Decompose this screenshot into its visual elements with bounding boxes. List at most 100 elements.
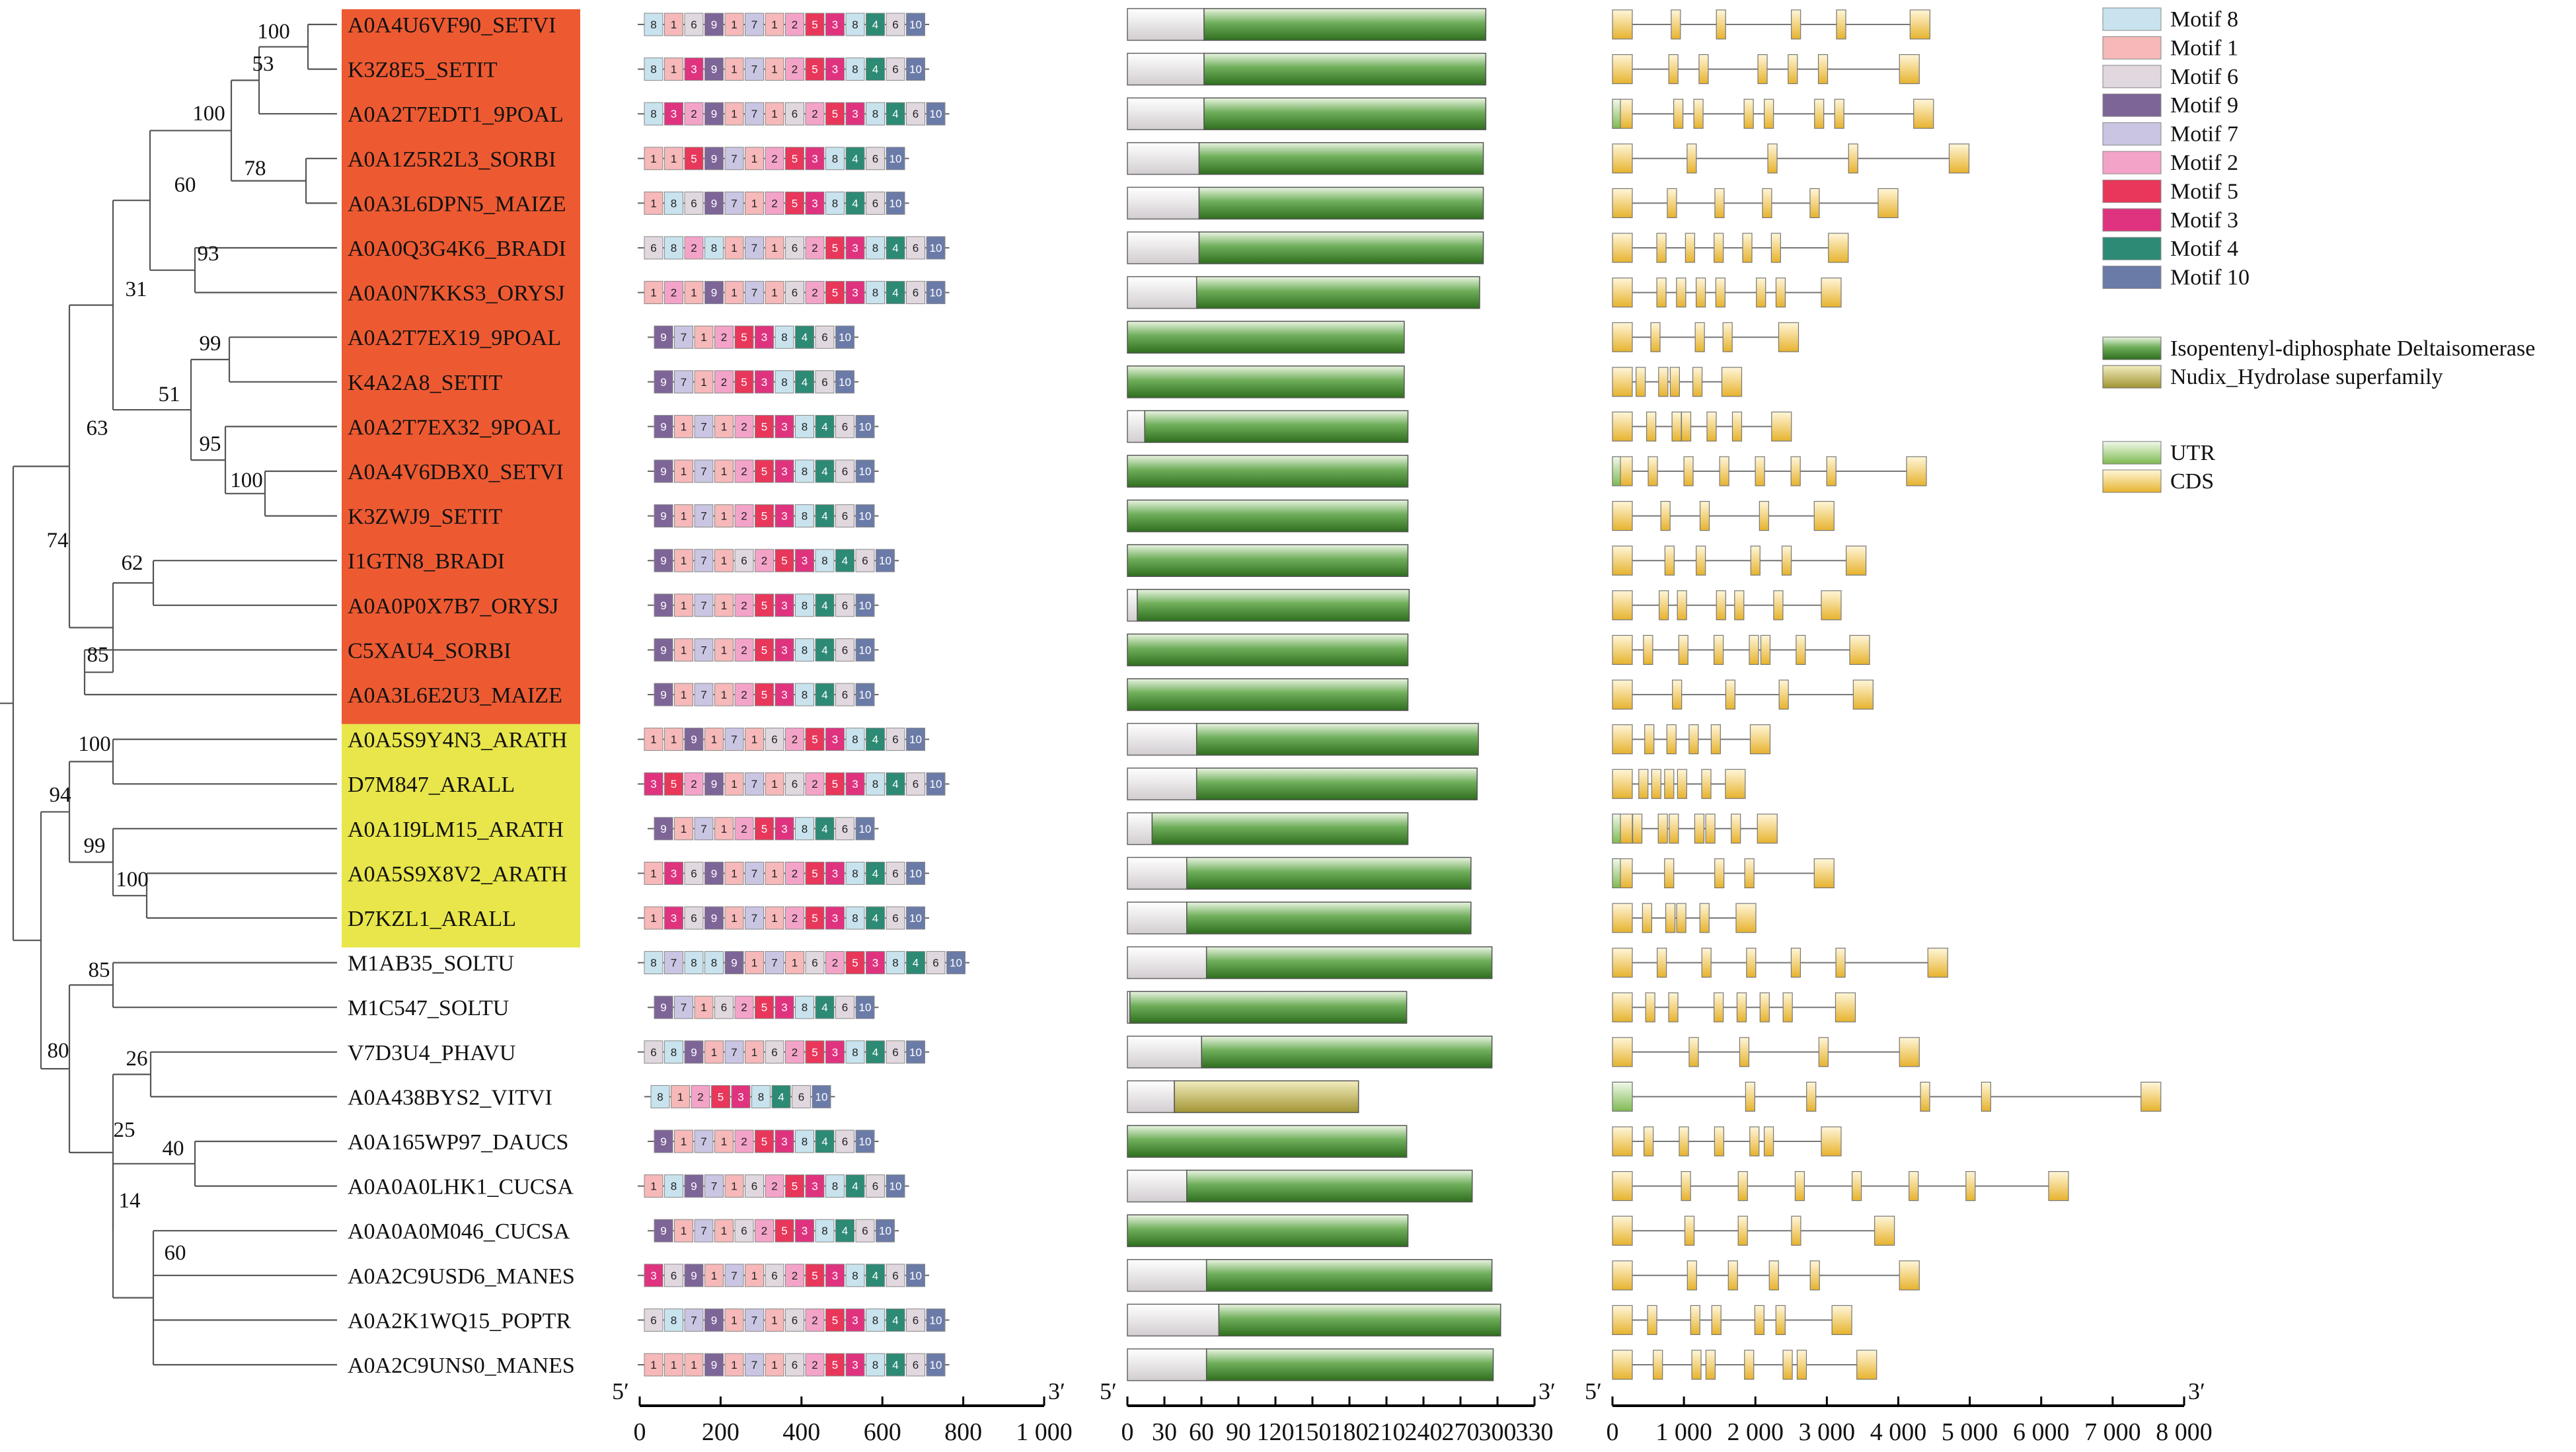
motif-box-6 [644, 236, 663, 260]
motif-label: 8 [852, 867, 858, 880]
motif-box-6 [835, 459, 854, 483]
group2-highlight [342, 724, 580, 948]
cds-exon [1714, 992, 1724, 1022]
cds-exon [1710, 724, 1721, 755]
motif-box-2 [734, 504, 754, 528]
utr-block [1612, 98, 1621, 129]
motif-label: 6 [741, 1225, 747, 1237]
legend-label-domain: Nudix_Hydrolase superfamily [2170, 365, 2443, 389]
cds-exon [1612, 903, 1633, 933]
motif-box-10 [926, 772, 946, 796]
motif-box-8 [644, 102, 663, 126]
motif-box-7 [724, 1264, 744, 1287]
motif-box-7 [745, 1308, 764, 1332]
motif-box-3 [845, 236, 865, 260]
motif-label: 6 [892, 19, 898, 31]
cds-exon [1849, 634, 1870, 666]
motif-box-8 [795, 504, 814, 528]
motif-box-8 [845, 906, 865, 930]
motif-label: 9 [660, 510, 666, 523]
cds-exon [1739, 1037, 1750, 1067]
cds-exon [1835, 992, 1856, 1022]
motif-label: 1 [751, 197, 757, 210]
motif-box-10 [926, 1308, 946, 1332]
cds-exon [1722, 322, 1733, 352]
protein-row [1127, 767, 1478, 800]
cds-exon [1734, 590, 1745, 621]
motif-label: 5 [761, 1135, 767, 1148]
motif-box-4 [815, 995, 835, 1019]
motif-row: 9 1 7 1 2 5 3 8 4 6 10 [648, 638, 879, 662]
motif-label: 6 [892, 1046, 898, 1059]
cds-exon [1813, 500, 1835, 531]
cds-exon [1647, 1305, 1657, 1336]
cds-exon [1725, 769, 1746, 799]
motif-box-6 [785, 236, 804, 260]
motif-box-6 [684, 191, 704, 215]
protein-n-terminal [1127, 8, 1205, 41]
motif-label: 3 [781, 510, 787, 523]
motif-box-2 [785, 861, 804, 885]
motif-box-4 [835, 549, 854, 572]
motif-label: 6 [842, 599, 848, 612]
motif-box-1 [745, 951, 764, 975]
cds-exon [1736, 992, 1747, 1022]
taxon-label: A0A2T7EDT1_9POAL [348, 102, 564, 127]
motif-box-5 [825, 1308, 845, 1332]
motif-label: 1 [721, 554, 727, 567]
protein-row [1127, 52, 1487, 86]
motif-label: 7 [751, 108, 757, 120]
motif-box-9 [654, 414, 673, 438]
axis-tick-label: 3 000 [1799, 1418, 1856, 1446]
motif-box-6 [664, 1264, 683, 1287]
cds-exon [1669, 367, 1681, 397]
cds-exon [1684, 1215, 1695, 1246]
motif-label: 5 [812, 1046, 817, 1059]
cds-exon [1760, 634, 1771, 666]
motif-box-6 [835, 504, 854, 528]
motif-box-7 [694, 414, 714, 438]
motif-label: 7 [751, 778, 757, 790]
cds-exon [1612, 367, 1633, 397]
cds-exon [1749, 1126, 1760, 1157]
cds-exon [2140, 1081, 2162, 1112]
motif-row: 9 1 7 1 2 5 3 8 4 6 10 [648, 593, 879, 617]
cds-exon [1796, 1350, 1807, 1380]
motif-label: 5 [832, 242, 838, 254]
motif-label: 9 [711, 108, 717, 120]
motif-box-5 [755, 995, 774, 1019]
motif-box-8 [866, 1308, 885, 1332]
motif-box-3 [664, 861, 683, 885]
motif-label: 5 [761, 689, 767, 701]
motif-label: 9 [660, 1135, 666, 1148]
cds-exon [1906, 456, 1927, 486]
taxon-label: A0A5S9Y4N3_ARATH [348, 728, 567, 753]
motif-box-10 [835, 325, 854, 349]
motif-label: 6 [932, 957, 938, 970]
motif-row: 1 8 9 7 1 6 2 5 3 8 4 6 10 [638, 1174, 909, 1198]
motif-label: 9 [711, 867, 717, 880]
cds-exon [1696, 278, 1706, 308]
cds-exon [1653, 1350, 1663, 1380]
motif-label: 2 [792, 63, 798, 76]
motif-box-5 [734, 370, 754, 394]
motif-box-8 [795, 1129, 814, 1153]
axis-tick-label: 30 [1152, 1418, 1177, 1446]
motif-box-7 [724, 1040, 744, 1064]
cds-exon [1826, 456, 1837, 486]
motif-label: 2 [741, 1135, 747, 1148]
protein-row [1127, 857, 1472, 890]
motif-box-7 [694, 683, 714, 707]
cds-exon [1721, 367, 1743, 397]
cds-exon [1612, 54, 1633, 85]
motif-label: 7 [751, 1359, 757, 1371]
motif-box-5 [785, 1174, 804, 1198]
motif-label: 1 [650, 1359, 656, 1371]
motif-label: 6 [792, 778, 798, 790]
cds-exon [1657, 814, 1668, 844]
motif-label: 8 [832, 197, 838, 210]
motif-label: 6 [913, 242, 919, 254]
cds-exon [1778, 322, 1799, 352]
motif-box-2 [684, 102, 704, 126]
axis-tick-label: 600 [864, 1418, 901, 1446]
